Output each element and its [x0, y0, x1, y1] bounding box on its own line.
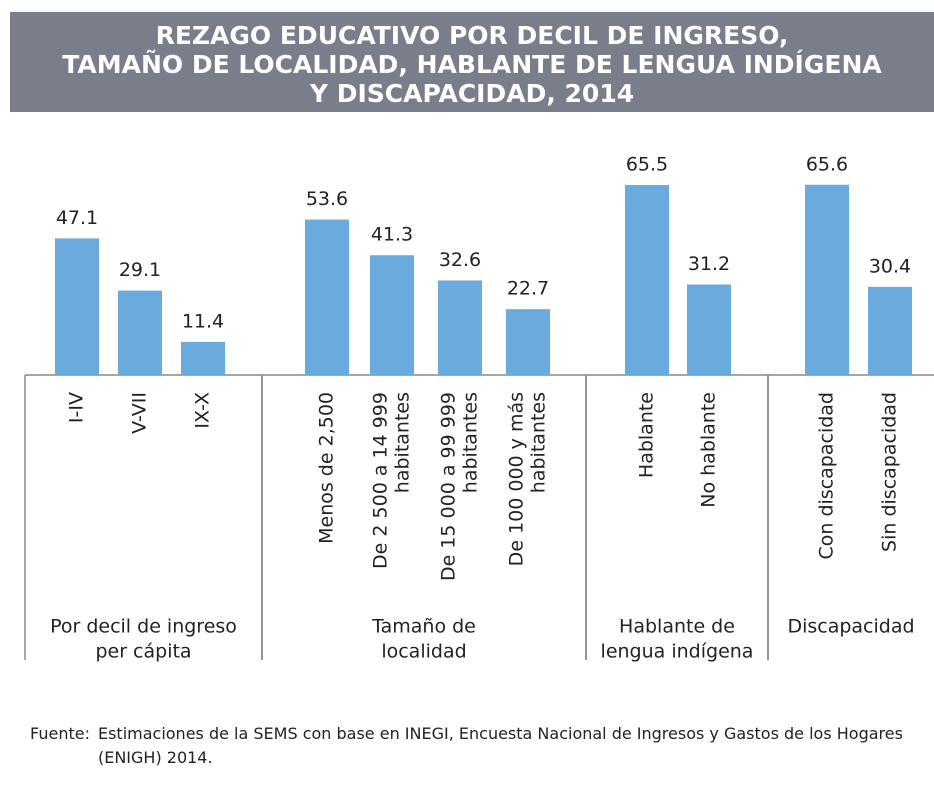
x-tick-label: Menos de 2,500 — [316, 392, 338, 544]
source-text: Estimaciones de la SEMS con base en INEG… — [97, 724, 903, 767]
x-tick-label: De 15 000 a 99 999 — [438, 392, 460, 581]
source: Fuente: Estimaciones de la SEMS con base… — [30, 722, 930, 770]
bar — [370, 255, 414, 375]
x-tick-label: habitantes — [460, 392, 482, 493]
chart-title: Y DISCAPACIDAD, 2014 — [309, 79, 634, 108]
group-label: Por decil de ingreso — [50, 616, 237, 638]
value-label: 65.5 — [626, 154, 668, 176]
chart-title: REZAGO EDUCATIVO POR DECIL DE INGRESO, — [156, 21, 789, 50]
x-tick-label: habitantes — [392, 392, 414, 493]
chart-title: TAMAÑO DE LOCALIDAD, HABLANTE DE LENGUA … — [62, 50, 882, 79]
group-label: Hablante de — [619, 616, 735, 638]
value-label: 65.6 — [806, 153, 848, 175]
bar — [305, 219, 349, 375]
x-tick-label: De 100 000 y más — [506, 392, 528, 566]
value-label: 22.7 — [507, 278, 549, 300]
source-label: Fuente: — [30, 724, 90, 743]
value-label: 41.3 — [371, 224, 413, 246]
value-label: 31.2 — [688, 253, 730, 275]
value-label: 30.4 — [869, 255, 911, 277]
value-label: 47.1 — [56, 207, 98, 229]
value-label: 29.1 — [119, 259, 161, 281]
bar — [181, 341, 225, 375]
bar — [687, 284, 731, 375]
bar — [805, 184, 849, 375]
bar — [118, 290, 162, 375]
x-tick-label: Con discapacidad — [816, 392, 838, 560]
bar — [625, 185, 669, 375]
value-label: 32.6 — [439, 249, 481, 271]
x-tick-label: V-VII — [129, 392, 151, 434]
title-band — [10, 12, 934, 112]
x-tick-label: habitantes — [528, 392, 550, 493]
group-label: localidad — [381, 641, 466, 663]
group-label: Discapacidad — [787, 616, 914, 638]
bar — [506, 309, 550, 375]
bar — [438, 280, 482, 375]
group-label: Tamaño de — [371, 616, 476, 638]
bar — [55, 238, 99, 375]
value-label: 11.4 — [182, 310, 224, 332]
bar — [868, 286, 912, 375]
x-tick-label: I-IV — [66, 392, 88, 423]
x-tick-label: No hablante — [698, 392, 720, 508]
group-label: lengua indígena — [601, 641, 754, 663]
x-tick-label: De 2 500 a 14 999 — [370, 392, 392, 569]
x-tick-label: Sin discapacidad — [879, 392, 901, 552]
value-label: 53.6 — [306, 188, 348, 210]
x-tick-label: IX-X — [192, 392, 214, 429]
x-tick-label: Hablante — [636, 392, 658, 478]
group-label: per cápita — [95, 641, 191, 663]
